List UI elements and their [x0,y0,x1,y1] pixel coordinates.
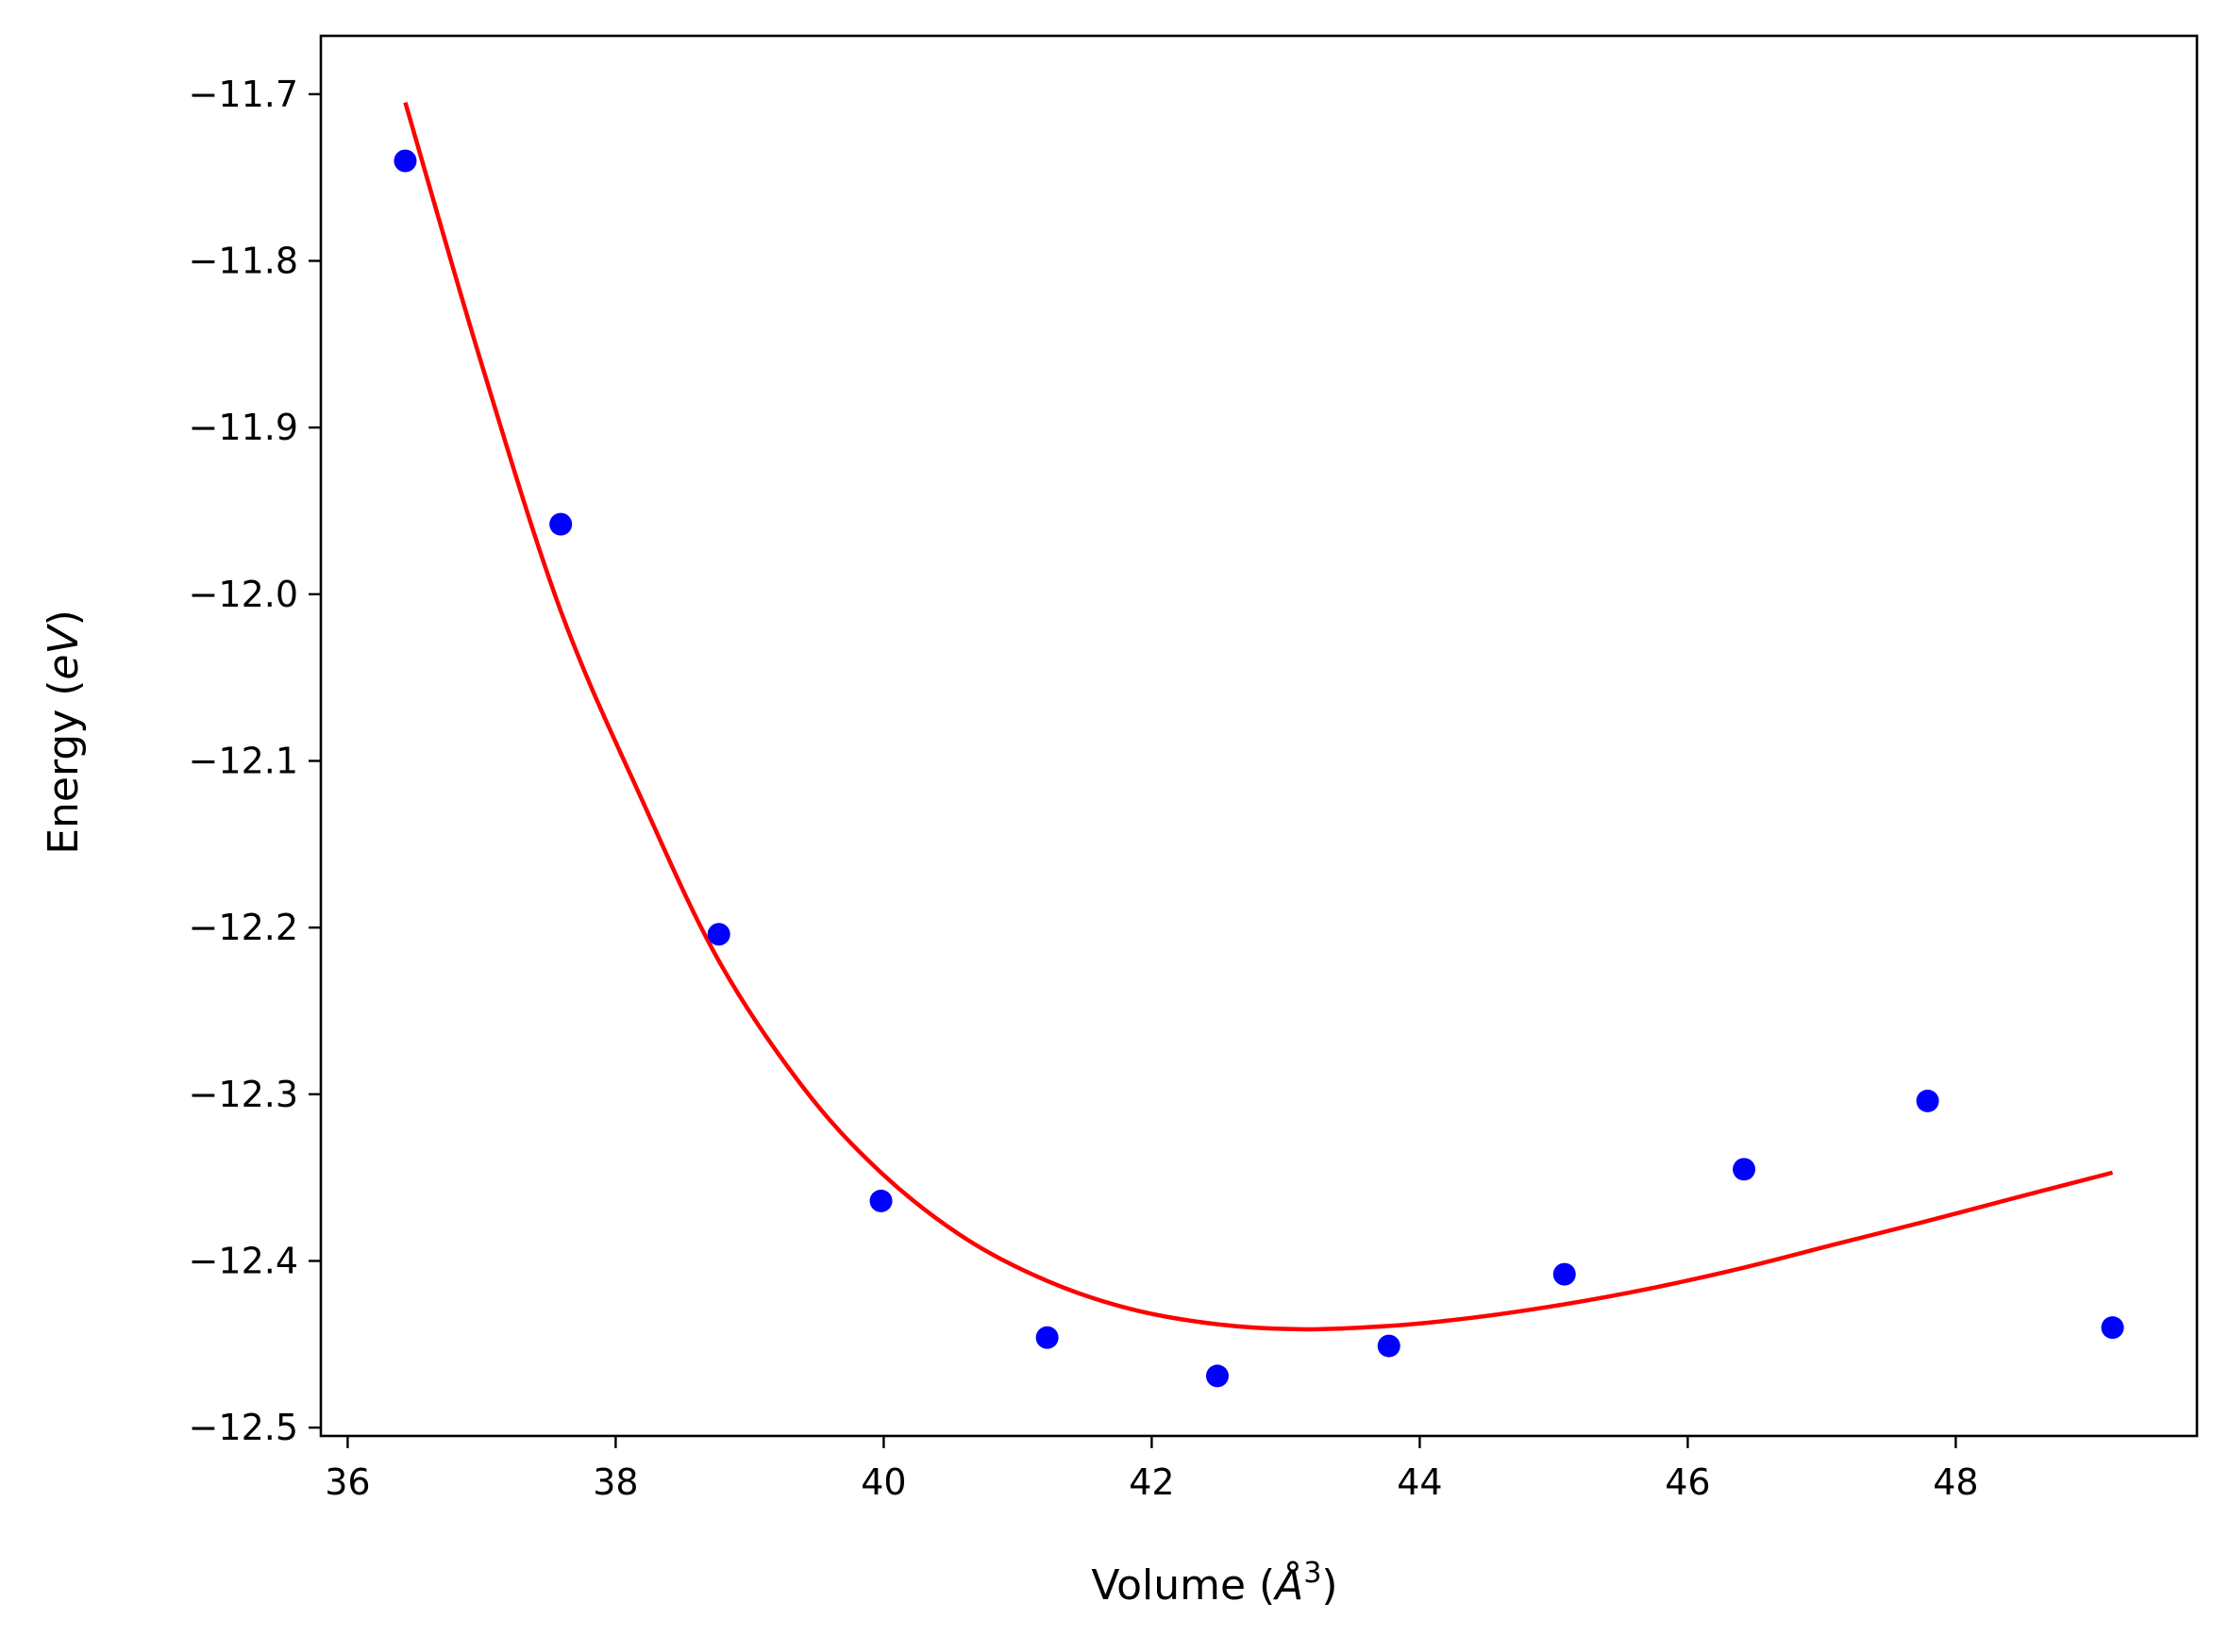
data-point [1733,1158,1756,1181]
x-axis-label: Volume (Å3) [1091,1557,1337,1610]
y-tick-label: −12.4 [189,1241,298,1282]
x-axis-ticks: 36 38 40 42 44 46 48 [325,1436,1979,1503]
x-axis-label-symbol: Å [1272,1560,1303,1610]
data-point [1552,1262,1576,1286]
y-axis-label-symbol: eV [40,624,88,680]
y-tick-label: −12.2 [189,907,298,948]
y-axis-ticks: −12.5 −12.4 −12.3 −12.2 −12.1 −12.0 −11.9 −11.8… [189,74,321,1448]
x-tick-label: 38 [593,1461,638,1503]
y-tick-label: −12.3 [189,1074,298,1115]
x-tick-label: 36 [325,1461,370,1503]
plot-area [394,102,2124,1388]
y-tick-label: −11.7 [189,74,298,115]
fit-curve [403,102,2114,1332]
x-tick-label: 42 [1129,1461,1174,1503]
data-point [707,923,730,946]
x-tick-label: 40 [861,1461,906,1503]
data-point [2101,1316,2124,1340]
x-tick-label: 44 [1397,1461,1442,1503]
data-point [1035,1326,1059,1349]
data-point [394,149,417,173]
x-axis-label-superscript: 3 [1303,1557,1321,1590]
y-axis-label: Energy (eV) [40,609,88,855]
axes-frame [319,34,2199,1438]
x-tick-label: 46 [1665,1461,1710,1503]
data-point [1205,1364,1229,1388]
y-axis-label-prefix: Energy ( [40,680,88,855]
y-tick-label: −11.8 [189,241,298,282]
x-axis-label-suffix: ) [1321,1561,1337,1610]
y-tick-label: −11.9 [189,407,298,448]
y-tick-label: −12.5 [189,1407,298,1448]
data-point [1916,1089,1939,1112]
x-axis-label-prefix: Volume ( [1091,1561,1275,1610]
y-axis-label-suffix: ) [40,609,88,626]
y-tick-label: −12.0 [189,574,298,615]
y-tick-label: −12.1 [189,741,298,782]
x-tick-label: 48 [1933,1461,1978,1503]
data-point [549,512,573,536]
data-point [1377,1334,1400,1358]
data-point [869,1189,893,1212]
